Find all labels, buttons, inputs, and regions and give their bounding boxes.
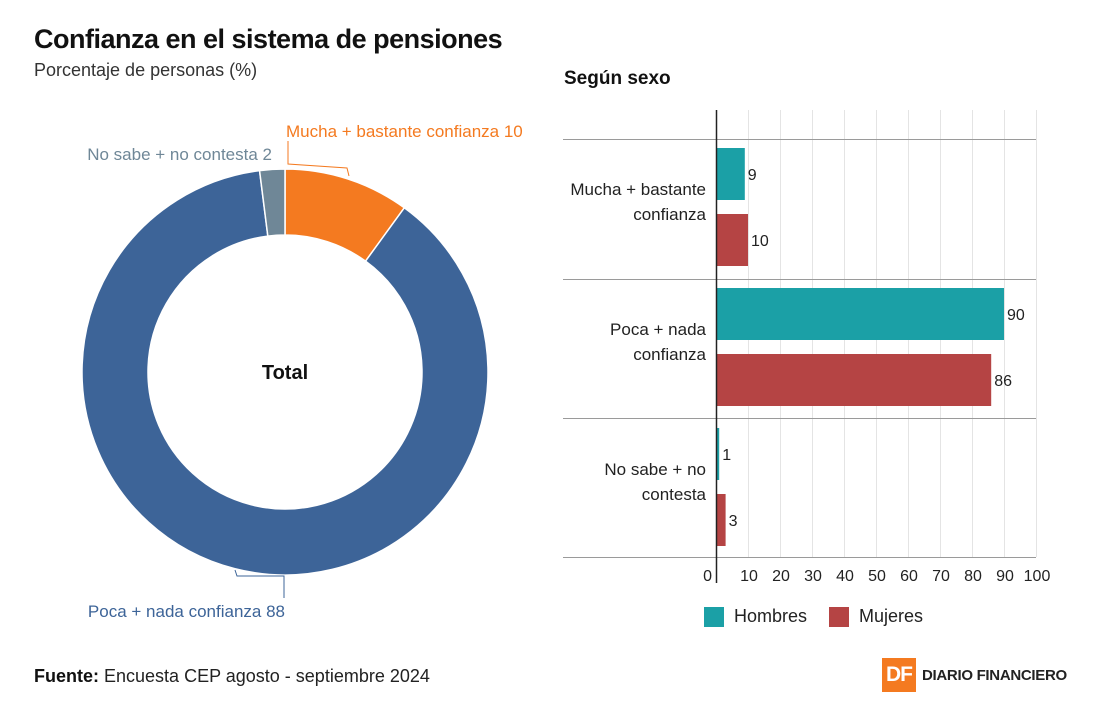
bar-chart-title: Según sexo bbox=[564, 68, 671, 89]
bar-mujeres-2 bbox=[716, 494, 726, 546]
x-tick-label-60: 60 bbox=[900, 568, 918, 585]
data-label-mujeres-0: 10 bbox=[751, 233, 769, 250]
category-label-0-line-1: confianza bbox=[633, 205, 706, 224]
x-tick-label-20: 20 bbox=[772, 568, 790, 585]
x-tick-label-10: 10 bbox=[740, 568, 758, 585]
x-tick-label-50: 50 bbox=[868, 568, 886, 585]
leader-line-poca bbox=[234, 569, 285, 598]
bar-hombres-1 bbox=[716, 288, 1004, 340]
publisher-logo: DF DIARIO FINANCIERO bbox=[882, 658, 1067, 692]
donut-label-poca: Poca + nada confianza 88 bbox=[88, 602, 285, 621]
x-tick-label-40: 40 bbox=[836, 568, 854, 585]
category-label-0-line-0: Mucha + bastante bbox=[570, 180, 706, 199]
legend-swatch-hombres bbox=[704, 606, 724, 627]
category-label-1-line-1: confianza bbox=[633, 345, 706, 364]
x-tick-label-80: 80 bbox=[964, 568, 982, 585]
x-tick-label-90: 90 bbox=[996, 568, 1014, 585]
data-label-hombres-0: 9 bbox=[748, 167, 757, 184]
logo-mark: DF bbox=[882, 658, 916, 692]
chart-title: Confianza en el sistema de pensiones bbox=[34, 24, 503, 54]
category-label-1-line-0: Poca + nada bbox=[610, 320, 706, 339]
bar-legend: Hombres Mujeres bbox=[704, 606, 923, 627]
legend-label-mujeres: Mujeres bbox=[859, 606, 924, 626]
legend-item-mujeres: Mujeres bbox=[829, 606, 923, 627]
bar-hombres-2 bbox=[716, 428, 720, 480]
bar-mujeres-0 bbox=[716, 214, 748, 266]
bar-mujeres-1 bbox=[716, 354, 992, 406]
chart-subtitle: Porcentaje de personas (%) bbox=[34, 60, 258, 80]
x-tick-label-70: 70 bbox=[932, 568, 950, 585]
data-label-mujeres-2: 3 bbox=[729, 513, 738, 530]
donut-label-mucha: Mucha + bastante confianza 10 bbox=[286, 122, 523, 141]
source-note: Fuente: Encuesta CEP agosto - septiembre… bbox=[34, 666, 430, 687]
leader-line-mucha bbox=[287, 141, 350, 177]
x-tick-label-100: 100 bbox=[1024, 568, 1051, 585]
data-label-mujeres-1: 86 bbox=[994, 373, 1012, 390]
logo-name: DIARIO FINANCIERO bbox=[922, 666, 1067, 684]
data-label-hombres-1: 90 bbox=[1007, 307, 1025, 324]
source-text: Encuesta CEP agosto - septiembre 2024 bbox=[104, 666, 430, 686]
donut-slice-poca bbox=[81, 169, 489, 576]
bar-hombres-0 bbox=[716, 148, 745, 200]
legend-item-hombres: Hombres bbox=[704, 606, 807, 627]
legend-swatch-mujeres bbox=[829, 606, 850, 627]
category-label-2-line-1: contesta bbox=[642, 485, 707, 504]
donut-center-label: Total bbox=[262, 362, 308, 384]
x-tick-label-0: 0 bbox=[703, 568, 712, 585]
category-label-2-line-0: No sabe + no bbox=[604, 460, 706, 479]
legend-label-hombres: Hombres bbox=[734, 606, 808, 626]
donut-label-no-sabe: No sabe + no contesta 2 bbox=[87, 145, 272, 164]
source-label: Fuente: bbox=[34, 666, 99, 686]
data-label-hombres-2: 1 bbox=[722, 447, 731, 464]
donut-slice-no-sabe bbox=[258, 168, 286, 237]
x-tick-label-30: 30 bbox=[804, 568, 822, 585]
